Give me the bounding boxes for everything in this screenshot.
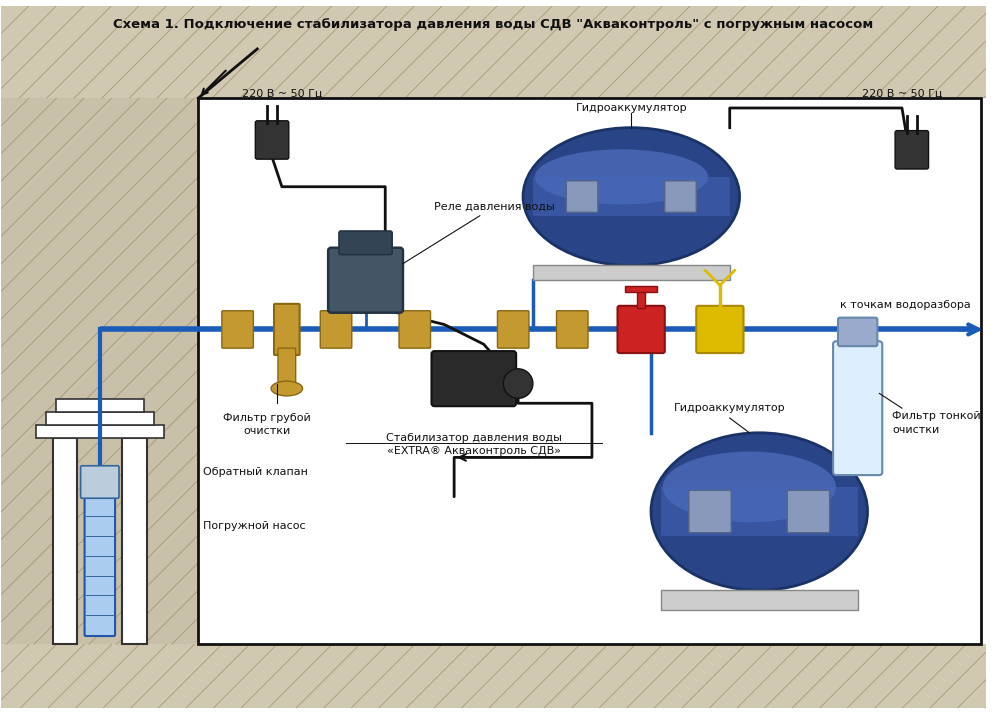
Text: Обратный клапан: Обратный клапан	[203, 467, 308, 477]
FancyBboxPatch shape	[696, 306, 744, 353]
FancyBboxPatch shape	[787, 491, 830, 533]
FancyBboxPatch shape	[833, 341, 882, 475]
FancyBboxPatch shape	[320, 311, 352, 348]
Bar	[1, 98, 198, 645]
Bar	[533, 177, 730, 216]
Bar	[122, 438, 147, 645]
FancyBboxPatch shape	[618, 306, 665, 353]
Text: Фильтр тонкой
очистки: Фильтр тонкой очистки	[892, 411, 981, 435]
Text: Погружной насос: Погружной насос	[203, 521, 306, 531]
FancyBboxPatch shape	[222, 311, 253, 348]
Bar	[46, 412, 154, 425]
Ellipse shape	[523, 128, 740, 266]
FancyBboxPatch shape	[557, 311, 588, 348]
Bar	[661, 487, 858, 536]
Bar	[637, 290, 645, 308]
FancyBboxPatch shape	[339, 231, 392, 255]
Bar	[1, 645, 986, 708]
Bar	[53, 438, 77, 645]
Bar	[198, 98, 981, 645]
Text: Стабилизатор давления воды
«EXTRA® Акваконтроль СДВ»: Стабилизатор давления воды «EXTRA® Аквак…	[386, 433, 562, 456]
FancyBboxPatch shape	[399, 311, 431, 348]
Bar	[533, 266, 730, 280]
FancyBboxPatch shape	[838, 318, 877, 346]
FancyBboxPatch shape	[278, 348, 296, 385]
FancyBboxPatch shape	[85, 496, 115, 636]
Bar	[1, 6, 986, 98]
Text: 220 В ~ 50 Гц: 220 В ~ 50 Гц	[862, 89, 942, 99]
Bar	[661, 590, 858, 610]
FancyBboxPatch shape	[689, 491, 731, 533]
Text: Гидроаккумулятор: Гидроаккумулятор	[575, 103, 687, 113]
FancyBboxPatch shape	[566, 181, 598, 212]
Ellipse shape	[663, 451, 836, 523]
FancyBboxPatch shape	[432, 351, 516, 406]
Text: Схема 1. Подключение стабилизатора давления воды СДВ "Акваконтроль" с погружным : Схема 1. Подключение стабилизатора давле…	[113, 18, 874, 31]
FancyBboxPatch shape	[274, 304, 300, 355]
Bar	[36, 425, 164, 438]
Ellipse shape	[535, 149, 708, 204]
FancyBboxPatch shape	[665, 181, 696, 212]
Ellipse shape	[651, 433, 868, 590]
Bar	[56, 399, 144, 412]
Text: 220 В ~ 50 Гц: 220 В ~ 50 Гц	[242, 89, 322, 99]
Text: Гидроаккумулятор: Гидроаккумулятор	[674, 403, 786, 413]
Text: Реле давления воды: Реле давления воды	[402, 201, 555, 264]
Text: Фильтр грубой
очистки: Фильтр грубой очистки	[223, 413, 311, 436]
Ellipse shape	[271, 381, 303, 396]
Text: к точкам водоразбора: к точкам водоразбора	[840, 300, 971, 310]
FancyBboxPatch shape	[255, 121, 289, 159]
Bar	[625, 286, 657, 292]
FancyBboxPatch shape	[328, 248, 403, 313]
FancyBboxPatch shape	[497, 311, 529, 348]
FancyBboxPatch shape	[895, 131, 929, 169]
Circle shape	[503, 369, 533, 398]
FancyBboxPatch shape	[81, 466, 119, 498]
